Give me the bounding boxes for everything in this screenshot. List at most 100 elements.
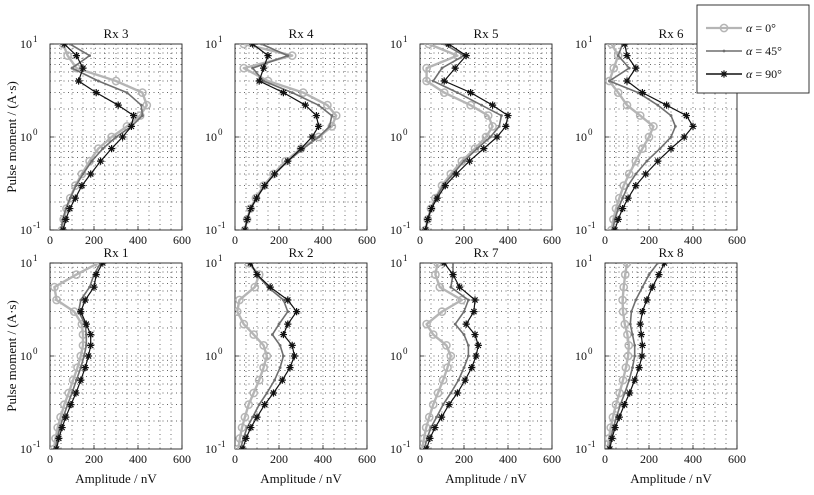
data-point [669, 135, 673, 139]
x-tick-label: 0 [602, 233, 608, 247]
data-point [642, 170, 650, 178]
data-point [81, 364, 89, 372]
y-axis-label: Pulse moment / (A·s) [4, 300, 19, 412]
data-point [52, 295, 61, 305]
x-tick-label: 400 [684, 452, 702, 466]
data-point [426, 434, 434, 443]
data-point [284, 157, 292, 165]
y-tick-label: 10 1 [205, 253, 223, 270]
y-tick-label: 10 0 [20, 127, 38, 144]
data-point [623, 77, 631, 85]
y-tick-label: 10 0 [20, 346, 38, 363]
y-tick-exponent: 0 [33, 346, 38, 356]
data-point [462, 366, 466, 370]
data-point [79, 366, 83, 370]
x-tick-label: 0 [232, 452, 238, 466]
y-tick-exponent: 0 [403, 346, 408, 356]
data-point [75, 77, 83, 85]
data-point [456, 91, 459, 95]
data-point [246, 263, 254, 267]
panel-title: Rx 1 [104, 245, 129, 260]
data-point [457, 378, 460, 382]
data-point [462, 52, 470, 60]
series-0 [605, 263, 634, 449]
data-point [654, 157, 662, 165]
data-point [439, 88, 449, 97]
data-point [453, 389, 461, 397]
data-point [277, 322, 281, 326]
data-point [87, 341, 95, 350]
data-point [467, 89, 475, 97]
y-tick-exponent: -1 [403, 220, 411, 230]
data-point [453, 322, 457, 326]
data-point [635, 111, 645, 120]
data-point [317, 135, 320, 139]
data-point [70, 391, 74, 395]
y-tick-base: 10 [575, 223, 587, 237]
y-tick-label: 10 0 [575, 346, 593, 363]
data-point [130, 111, 138, 120]
data-point [290, 352, 298, 360]
data-point [441, 182, 449, 190]
data-point [623, 52, 631, 60]
data-point [632, 64, 640, 72]
data-point [623, 391, 627, 395]
data-point [431, 270, 440, 279]
data-point [465, 157, 474, 165]
x-tick-label: 0 [232, 233, 238, 247]
data-point [71, 194, 79, 202]
data-point [631, 366, 634, 370]
data-point [72, 389, 80, 397]
data-point [638, 352, 646, 360]
data-point [497, 125, 501, 128]
data-point [239, 44, 249, 49]
x-tick-label: 0 [47, 233, 53, 247]
data-point [243, 215, 251, 224]
data-point [97, 79, 100, 83]
y-tick-exponent: 0 [588, 346, 593, 356]
x-tick-label: 600 [173, 233, 191, 247]
data-point [244, 400, 253, 409]
data-point [452, 170, 460, 178]
y-tick-base: 10 [205, 256, 217, 270]
y-tick-label: 10 0 [390, 127, 408, 144]
x-tick-label: 200 [640, 233, 658, 247]
panel-title: Rx 5 [474, 26, 499, 41]
x-tick-label: 600 [543, 233, 561, 247]
data-point [323, 100, 332, 110]
data-point [114, 135, 118, 139]
data-point [260, 64, 268, 72]
y-tick-label: 10 1 [20, 34, 38, 51]
series-2 [59, 44, 138, 230]
data-point [251, 66, 255, 70]
data-point [634, 298, 638, 302]
data-point [655, 271, 663, 279]
series-2 [421, 44, 512, 230]
y-tick-label: 10 0 [390, 346, 408, 363]
data-point [72, 270, 81, 279]
legend-symbol: α [746, 21, 753, 35]
data-point [315, 122, 323, 131]
data-point [427, 204, 436, 213]
data-point [257, 403, 261, 407]
data-point [84, 344, 88, 347]
data-point [119, 133, 127, 141]
data-point [442, 44, 446, 46]
data-point [634, 172, 638, 176]
data-point [611, 226, 619, 230]
data-point [58, 423, 66, 432]
data-point [424, 215, 432, 224]
data-point [435, 415, 438, 419]
y-tick-label: 10 -1 [20, 220, 41, 237]
y-tick-base: 10 [575, 130, 587, 144]
y-tick-exponent: -1 [218, 220, 226, 230]
data-point [284, 320, 292, 328]
x-tick-label: 600 [358, 452, 376, 466]
data-point [253, 271, 261, 279]
data-point [139, 103, 143, 107]
y-tick-label: 10 -1 [575, 439, 596, 456]
y-tick-base: 10 [390, 223, 402, 237]
